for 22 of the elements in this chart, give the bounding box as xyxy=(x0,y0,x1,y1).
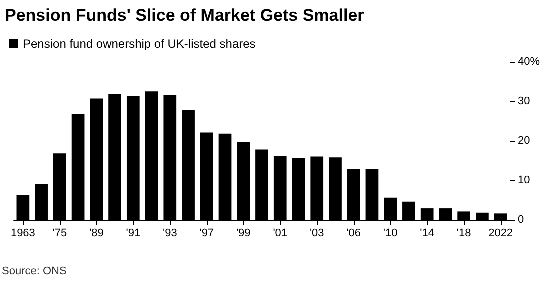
x-tick-label: '01 xyxy=(273,228,288,240)
x-tick-label: '03 xyxy=(310,228,324,240)
x-tick-label: '10 xyxy=(383,228,398,240)
y-tick-label: 10 xyxy=(518,174,530,186)
y-tick-label: 40% xyxy=(518,56,540,68)
x-tick-label: '91 xyxy=(126,228,141,240)
x-tick-label: '97 xyxy=(200,228,214,240)
source-note: Source: ONS xyxy=(2,266,67,278)
y-tick-label: 0 xyxy=(518,214,524,226)
x-tick-label: '93 xyxy=(162,228,178,240)
x-tick-label: '06 xyxy=(346,228,362,240)
y-tick-label: 20 xyxy=(518,135,530,147)
x-tick-label: '18 xyxy=(456,228,472,240)
x-tick-label: 2022 xyxy=(488,228,514,240)
legend-label: Pension fund ownership of UK-listed shares xyxy=(23,37,256,51)
y-tick-label: 30 xyxy=(518,96,530,108)
x-tick-label: 1963 xyxy=(10,228,36,240)
chart-title: Pension Funds' Slice of Market Gets Smaller xyxy=(5,6,365,25)
x-tick-label: '89 xyxy=(89,228,104,240)
x-tick-label: '14 xyxy=(420,228,435,240)
x-tick-label: '75 xyxy=(52,228,68,240)
x-tick-label: '99 xyxy=(236,228,251,240)
